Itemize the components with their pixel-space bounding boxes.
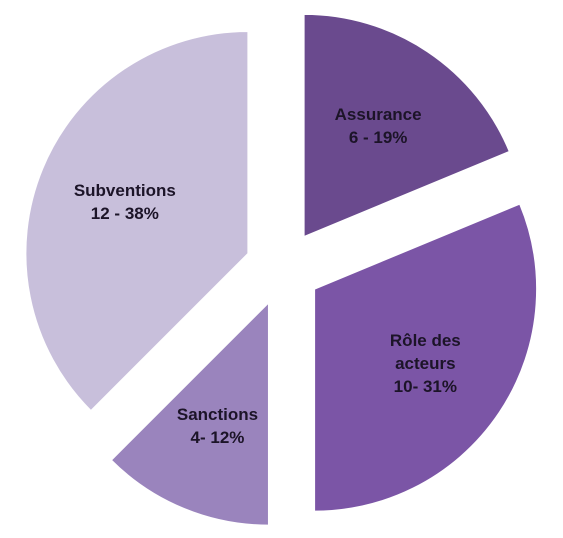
category-label: Assurance xyxy=(334,104,422,124)
value-label: 4- 12% xyxy=(190,428,245,448)
pie-slice xyxy=(110,301,269,526)
slice-label: Rôle des acteurs 10- 31% xyxy=(365,329,485,398)
category-label: Sanctions xyxy=(176,405,259,425)
value-label: 10- 31% xyxy=(393,376,457,396)
pie-slice xyxy=(25,30,249,412)
value-label: 12 - 38% xyxy=(90,204,159,224)
pie-slice xyxy=(314,203,538,512)
slice-label: Subventions 12 - 38% xyxy=(65,179,185,225)
pie-slice xyxy=(303,13,510,238)
slice-label: Assurance 6 - 19% xyxy=(318,103,438,149)
category-label: Subventions xyxy=(73,181,176,201)
slice-label: Sanctions 4- 12% xyxy=(157,403,277,449)
value-label: 6 - 19% xyxy=(348,127,408,147)
category-label: Rôle des acteurs xyxy=(389,330,461,373)
